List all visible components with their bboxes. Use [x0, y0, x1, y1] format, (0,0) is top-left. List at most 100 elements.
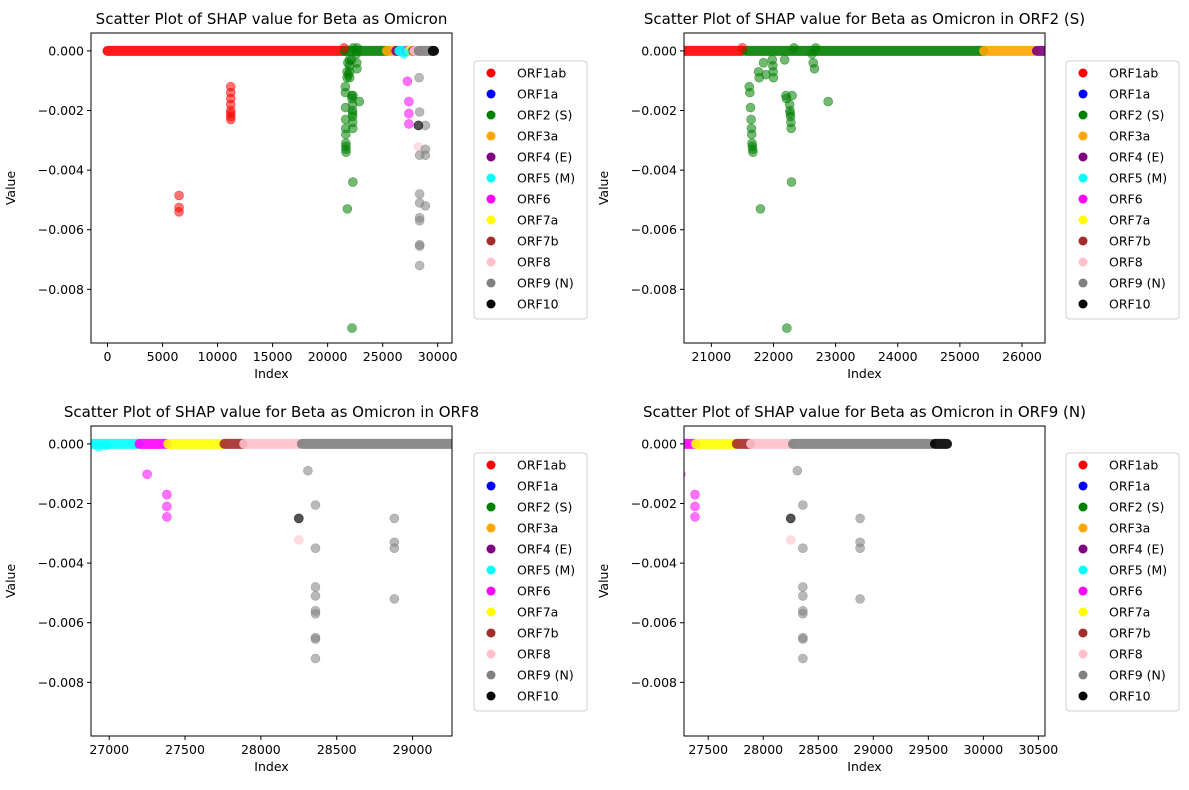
x-axis-label: Index [847, 759, 881, 774]
y-tick-label: −0.006 [631, 222, 677, 237]
legend-marker [486, 565, 496, 575]
x-axis-label: Index [254, 759, 288, 774]
plot-area [91, 438, 452, 664]
x-tick-label: 30500 [1019, 742, 1059, 757]
legend-marker [486, 215, 496, 225]
chart-title: Scatter Plot of SHAP value for Beta as O… [64, 403, 479, 421]
x-tick-label: 27000 [89, 742, 129, 757]
y-tick-label: 0.000 [48, 436, 84, 451]
data-point [294, 535, 304, 545]
x-tick-label: 27500 [688, 742, 728, 757]
legend-label: ORF5 (M) [517, 171, 575, 186]
data-point [792, 465, 803, 476]
x-tick-label: 29000 [853, 742, 893, 757]
legend-label: ORF9 (N) [517, 276, 574, 291]
data-point [746, 114, 756, 125]
legend-label: ORF9 (N) [1109, 668, 1166, 683]
baseline-band [741, 45, 989, 56]
data-point [810, 43, 821, 53]
data-point [142, 469, 152, 480]
x-tick-label: 0 [104, 349, 112, 364]
data-point [855, 594, 865, 604]
legend-label: ORF6 [1109, 192, 1143, 207]
data-point [225, 114, 236, 125]
legend-marker [1078, 691, 1088, 701]
legend: ORF1ab ORF1a ORF2 (S) ORF3a ORF4 (E) ORF5 (M)… [1065, 452, 1180, 712]
legend-label: ORF1a [1109, 87, 1150, 102]
data-point [294, 513, 304, 524]
data-point [101, 440, 111, 451]
plot-area [684, 43, 1045, 333]
legend-label: ORF3a [517, 129, 558, 144]
legend-label: ORF6 [1109, 584, 1143, 599]
data-point [787, 90, 797, 101]
legend-marker [1078, 544, 1088, 554]
legend-marker [1078, 236, 1088, 246]
legend-marker [486, 586, 496, 596]
legend-marker [486, 691, 496, 701]
y-tick-label: −0.008 [631, 675, 677, 690]
legend-marker [486, 460, 496, 470]
data-point [745, 102, 756, 113]
baseline-band [787, 438, 937, 449]
x-tick-label: 21000 [691, 349, 731, 364]
data-point [798, 543, 808, 554]
baseline-band [239, 438, 304, 449]
data-point [786, 123, 796, 134]
legend-marker [486, 257, 496, 267]
legend-label: ORF8 [517, 647, 551, 662]
chart-title: Scatter Plot of SHAP value for Beta as O… [96, 10, 448, 28]
data-point [690, 489, 700, 500]
legend-marker [486, 628, 496, 638]
data-point [782, 323, 792, 333]
data-point [414, 215, 425, 226]
legend-label: ORF4 (E) [1109, 542, 1164, 557]
y-tick-label: 0.000 [641, 436, 677, 451]
data-point [745, 87, 755, 98]
data-point [414, 241, 425, 251]
data-point [354, 96, 365, 107]
x-tick-label: 22000 [754, 349, 794, 364]
data-point [855, 513, 865, 524]
y-tick-label: −0.002 [38, 496, 84, 511]
baseline-band [163, 438, 228, 449]
data-point [746, 129, 757, 140]
legend-label: ORF1a [517, 87, 558, 102]
subplot-2: 21000 22000 23000 24000 25000 26000 0.000 −0.00… [596, 10, 1180, 381]
data-point [404, 119, 414, 129]
subplot-4: 27500 28000 28500 29000 29500 30000 30500 0.000… [596, 403, 1180, 774]
legend-marker [1078, 89, 1088, 99]
x-tick-label: 27500 [165, 742, 205, 757]
legend-marker [1078, 110, 1088, 120]
x-tick-label: 29500 [908, 742, 948, 757]
legend-label: ORF10 [1109, 689, 1151, 704]
baseline-band [979, 45, 1040, 56]
legend-box [473, 452, 588, 712]
legend-label: ORF10 [517, 689, 559, 704]
data-point [310, 608, 321, 619]
plot-area [684, 438, 953, 664]
y-axis-label: Value [596, 564, 611, 599]
legend-label: ORF6 [517, 584, 551, 599]
data-point [798, 591, 808, 601]
legend-label: ORF7a [1109, 213, 1150, 228]
y-tick-label: −0.008 [631, 282, 677, 297]
legend-label: ORF9 (N) [1109, 276, 1166, 291]
data-point [414, 189, 425, 199]
legend-marker [486, 670, 496, 680]
x-tick-label: 5000 [147, 349, 179, 364]
y-tick-label: −0.004 [38, 163, 84, 178]
y-axis-label: Value [3, 171, 18, 206]
data-point [389, 543, 400, 554]
legend-marker [1078, 173, 1088, 183]
data-point [413, 120, 424, 131]
x-tick-label: 20000 [308, 349, 348, 364]
legend-label: ORF6 [517, 192, 551, 207]
legend-label: ORF5 (M) [1109, 171, 1167, 186]
axes-frame [90, 425, 453, 737]
data-point [162, 501, 172, 512]
legend: ORF1ab ORF1a ORF2 (S) ORF3a ORF4 (E) ORF5 (M)… [473, 452, 588, 712]
legend-marker [486, 299, 496, 309]
data-point [755, 204, 766, 214]
data-point [389, 594, 400, 604]
